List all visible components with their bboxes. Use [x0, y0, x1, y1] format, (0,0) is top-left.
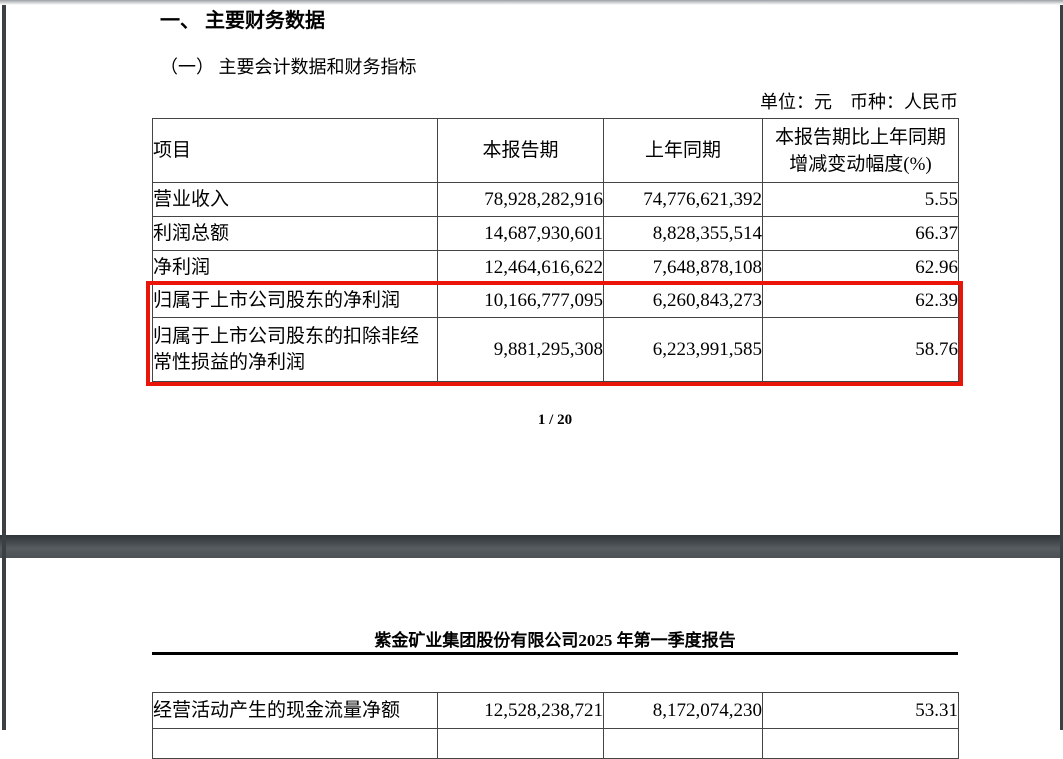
table-row-deducted-profit: 归属于上市公司股东的扣除非经常性损益的净利润 9,881,295,308 6,2…	[152, 317, 959, 382]
page-separator	[0, 535, 1063, 558]
cell-current-value: 12,528,238,721	[437, 692, 604, 729]
cell-prior-value: 8,172,074,230	[603, 692, 763, 729]
cell-prior-value: 74,776,621,392	[603, 182, 763, 217]
highlight-annotation-box	[146, 281, 963, 386]
cell-current-value: 9,881,295,308	[437, 317, 604, 382]
cell-change-value: 58.76	[762, 317, 959, 382]
viewer-left-edge	[2, 0, 6, 730]
cell-prior-value: 8,828,355,514	[603, 216, 763, 251]
cell-change-value: 53.31	[762, 692, 959, 729]
cell-change-value	[762, 728, 959, 759]
financial-indicators-table: 项目 本报告期 上年同期 本报告期比上年同期 增减变动幅度(%) 营业收入 78…	[152, 118, 959, 382]
cell-current-value: 12,464,616,622	[437, 250, 604, 285]
cell-change-value: 5.55	[762, 182, 959, 217]
table-row-total-profit: 利润总额 14,687,930,601 8,828,355,514 66.37	[152, 216, 959, 251]
header-change-line2: 增减变动幅度(%)	[789, 153, 932, 175]
toolbar-shadow	[0, 0, 1063, 5]
unit-currency-note: 单位：元 币种：人民币	[760, 92, 958, 112]
header-underline	[152, 652, 958, 655]
header-prior-period: 上年同期	[603, 118, 763, 183]
table-row-revenue: 营业收入 78,928,282,916 74,776,621,392 5.55	[152, 182, 959, 217]
subsection-title: （一） 主要会计数据和财务指标	[160, 57, 417, 77]
cell-item-label: 净利润	[152, 250, 438, 285]
viewer-right-edge	[1060, 0, 1063, 730]
cell-item-label: 归属于上市公司股东的净利润	[152, 284, 438, 318]
cell-change-value: 66.37	[762, 216, 959, 251]
section-title: 一、 主要财务数据	[160, 10, 325, 32]
report-header-title: 紫金矿业集团股份有限公司2025 年第一季度报告	[374, 631, 736, 650]
cell-current-value	[437, 728, 604, 759]
cell-current-value: 78,928,282,916	[437, 182, 604, 217]
table-row-net-profit: 净利润 12,464,616,622 7,648,878,108 62.96	[152, 250, 959, 285]
cell-item-label: 归属于上市公司股东的扣除非经常性损益的净利润	[152, 317, 438, 382]
cell-change-value: 62.39	[762, 284, 959, 318]
header-item: 项目	[152, 118, 438, 183]
table-row-clipped	[152, 728, 959, 759]
table-row-operating-cash-flow: 经营活动产生的现金流量净额 12,528,238,721 8,172,074,2…	[152, 692, 959, 729]
header-change-percent: 本报告期比上年同期 增减变动幅度(%)	[762, 118, 959, 183]
table-header-row: 项目 本报告期 上年同期 本报告期比上年同期 增减变动幅度(%)	[152, 118, 959, 183]
cell-prior-value: 7,648,878,108	[603, 250, 763, 285]
cell-current-value: 10,166,777,095	[437, 284, 604, 318]
cell-item-label: 经营活动产生的现金流量净额	[152, 692, 438, 729]
cell-prior-value	[603, 728, 763, 759]
cell-item-label: 营业收入	[152, 182, 438, 217]
cash-flow-table-fragment: 经营活动产生的现金流量净额 12,528,238,721 8,172,074,2…	[152, 692, 959, 759]
header-current-period: 本报告期	[437, 118, 604, 183]
header-change-line1: 本报告期比上年同期	[774, 126, 946, 148]
cell-item-label	[152, 728, 438, 759]
page-number: 1 / 20	[537, 412, 573, 428]
cell-prior-value: 6,223,991,585	[603, 317, 763, 382]
cell-change-value: 62.96	[762, 250, 959, 285]
cell-current-value: 14,687,930,601	[437, 216, 604, 251]
cell-item-label: 利润总额	[152, 216, 438, 251]
table-row-attributable-profit: 归属于上市公司股东的净利润 10,166,777,095 6,260,843,2…	[152, 284, 959, 318]
